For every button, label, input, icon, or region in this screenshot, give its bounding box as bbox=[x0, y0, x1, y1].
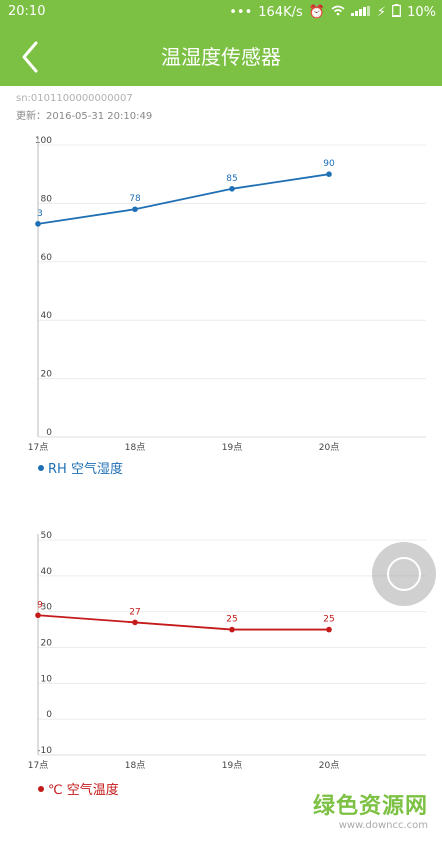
data-label: 85 bbox=[226, 174, 237, 184]
y-tick-label: 50 bbox=[41, 531, 53, 541]
y-tick-label: 40 bbox=[41, 567, 53, 577]
y-tick-label: -10 bbox=[37, 746, 52, 756]
y-tick-label: 10 bbox=[41, 674, 53, 684]
back-chevron-icon bbox=[22, 41, 38, 73]
temperature-chart: -10 0 10 20 30 40 50 17点 18点 19点 20点 9 27 25 25 bbox=[28, 531, 426, 771]
alarm-icon: ⏰ bbox=[308, 5, 325, 20]
floating-action-button[interactable] bbox=[372, 542, 436, 606]
y-tick-label: 20 bbox=[41, 370, 53, 380]
x-tick-label: 20点 bbox=[319, 760, 339, 771]
watermark: 绿色资源网 www.downcc.com bbox=[313, 788, 428, 831]
y-tick-label: 40 bbox=[41, 311, 53, 321]
y-tick-label: 0 bbox=[46, 710, 52, 720]
data-label: 90 bbox=[323, 159, 335, 169]
page-title: 温湿度传感器 bbox=[161, 45, 281, 69]
series-line bbox=[37, 173, 330, 225]
temperature-legend: ℃ 空气温度 bbox=[38, 779, 119, 798]
x-tick-label: 17点 bbox=[28, 442, 48, 453]
status-bar: 20:10 ••• 164K/s ⏰ ⚡ 10% bbox=[0, 0, 442, 25]
y-tick-label: 80 bbox=[41, 194, 53, 204]
circle-icon bbox=[387, 557, 421, 591]
data-point bbox=[132, 619, 138, 626]
x-tick-label: 18点 bbox=[125, 442, 145, 453]
status-time: 20:10 bbox=[8, 4, 46, 19]
y-tick-label: 0 bbox=[46, 428, 52, 438]
network-speed: 164K/s bbox=[258, 5, 303, 20]
back-button[interactable] bbox=[10, 35, 54, 79]
data-label: 27 bbox=[129, 607, 140, 617]
device-serial: sn:0101100000000007 bbox=[16, 93, 133, 104]
humidity-legend-label: RH 空气湿度 bbox=[48, 462, 123, 477]
data-label: 25 bbox=[323, 615, 334, 625]
data-label: 78 bbox=[129, 194, 141, 204]
signal-icon bbox=[350, 5, 371, 20]
watermark-url: www.downcc.com bbox=[338, 820, 428, 831]
data-point bbox=[229, 186, 235, 192]
legend-dot bbox=[38, 464, 44, 471]
data-point bbox=[326, 171, 332, 177]
status-icons: ••• 164K/s ⏰ ⚡ 10% bbox=[229, 4, 436, 21]
y-tick-label: 30 bbox=[41, 603, 53, 613]
legend-dot bbox=[38, 785, 44, 792]
temperature-legend-label: ℃ 空气温度 bbox=[48, 783, 119, 798]
app-header: 温湿度传感器 bbox=[0, 25, 442, 86]
update-time: 更新：2016-05-31 20:10:49 bbox=[16, 111, 153, 122]
battery-percent: 10% bbox=[407, 5, 436, 20]
humidity-chart: 0 20 40 60 80 100 17点 18点 19点 20点 3 78 85 90 bbox=[28, 136, 426, 453]
x-tick-label: 19点 bbox=[222, 760, 242, 771]
data-point bbox=[229, 626, 235, 633]
x-tick-label: 20点 bbox=[319, 442, 339, 453]
y-tick-label: 20 bbox=[41, 639, 53, 649]
x-tick-label: 17点 bbox=[28, 760, 48, 771]
charging-icon: ⚡ bbox=[376, 5, 387, 20]
x-tick-label: 18点 bbox=[125, 760, 145, 771]
data-point bbox=[35, 612, 41, 619]
data-label: 3 bbox=[37, 209, 43, 219]
humidity-legend: RH 空气湿度 bbox=[38, 458, 123, 477]
x-tick-label: 19点 bbox=[222, 442, 242, 453]
data-point bbox=[132, 206, 138, 213]
wifi-icon bbox=[331, 5, 345, 20]
data-label: 9 bbox=[37, 600, 43, 610]
data-label: 25 bbox=[226, 615, 237, 625]
battery-icon bbox=[392, 4, 401, 21]
data-point bbox=[326, 626, 332, 633]
data-point bbox=[35, 221, 41, 227]
y-tick-label: 60 bbox=[41, 253, 53, 263]
series-line bbox=[37, 614, 329, 631]
watermark-text: 绿色资源网 bbox=[312, 794, 428, 819]
y-tick-label: 100 bbox=[35, 136, 52, 146]
dots-icon: ••• bbox=[229, 5, 253, 20]
